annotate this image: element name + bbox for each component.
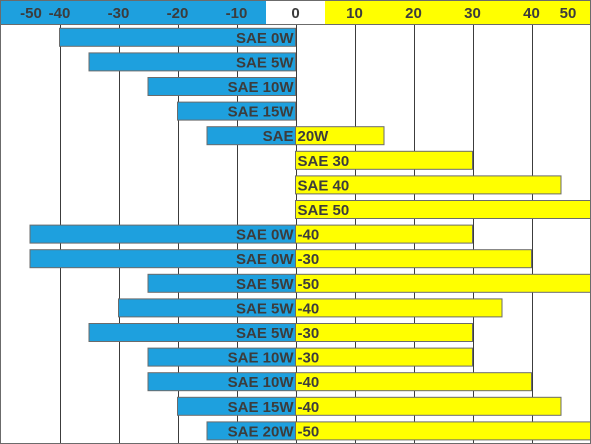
bar-row: SAE 5W -50	[147, 273, 591, 293]
x-tick-label: -10	[226, 5, 248, 22]
hot-bar-label: SAE 40	[298, 177, 350, 194]
hot-bar-label: SAE 30	[298, 153, 350, 170]
x-tick-label: -20	[167, 5, 189, 22]
hot-bar	[295, 372, 532, 392]
x-tick-label: -50	[20, 5, 42, 22]
bar-row: SAE 5W -30	[88, 323, 473, 342]
bar-row: SAE 30	[295, 150, 473, 170]
bar-row: SAE 0W	[59, 27, 296, 47]
bar-row: SAE 0W -40	[29, 224, 473, 244]
cold-bar	[59, 27, 296, 47]
hot-bar	[295, 126, 385, 146]
hot-bar-label: -40	[298, 399, 320, 416]
cold-bar-label: SAE	[263, 128, 294, 145]
hot-bar-label: SAE 50	[298, 202, 350, 219]
hot-bar-label: -30	[298, 350, 320, 367]
bar-row: SAE 0W -30	[29, 249, 532, 269]
cold-bar-label: SAE 10W	[228, 374, 295, 391]
cold-bar-label: SAE 0W	[236, 30, 294, 47]
header-hot-band	[325, 0, 591, 24]
header-zero-band	[266, 0, 325, 24]
bar-row: SAE 50	[295, 200, 591, 219]
cold-bar-label: SAE 5W	[236, 300, 294, 317]
x-tick-label: 50	[560, 5, 577, 22]
cold-bar-label: SAE 0W	[236, 251, 294, 268]
bar-row: SAE 5W -40	[118, 298, 503, 318]
hot-bar-label: -30	[298, 251, 320, 268]
x-tick-label: -30	[108, 5, 130, 22]
hot-bar	[295, 175, 562, 195]
cold-bar-label: SAE 5W	[236, 54, 294, 71]
bar-row: SAE 10W -40	[147, 372, 532, 392]
cold-bar-label: SAE 5W	[236, 276, 294, 293]
hot-bar-label: -40	[298, 374, 320, 391]
hot-bar	[295, 249, 532, 269]
bar-row: SAE 20W -50	[206, 421, 591, 441]
x-tick-label: -40	[49, 5, 71, 22]
hot-bar	[295, 347, 473, 367]
bar-row: SAE 15W	[177, 101, 296, 121]
hot-bar-label: -40	[298, 227, 320, 244]
x-tick-label: 40	[523, 5, 540, 22]
hot-bar	[295, 298, 503, 318]
x-tick-label: 20	[405, 5, 422, 22]
bar-row: SAE 10W -30	[147, 347, 473, 367]
x-tick-label: 10	[346, 5, 363, 22]
hot-bar	[295, 273, 591, 293]
hot-bar-label: -40	[298, 300, 320, 317]
hot-bar	[295, 150, 473, 170]
cold-bar-label: SAE 15W	[228, 399, 295, 416]
cold-bar-label: SAE 20W	[228, 423, 295, 440]
cold-bar-label: SAE 10W	[228, 350, 295, 367]
bar-row: SAE 40	[295, 175, 562, 195]
x-tick-label: 0	[291, 5, 299, 22]
bar-row: SAE 15W -40	[177, 396, 562, 416]
hot-bar-label: -30	[298, 325, 320, 342]
hot-bar	[295, 323, 473, 342]
bar-row: SAE 5W	[88, 52, 296, 72]
cold-bar-label: SAE 10W	[228, 79, 295, 96]
hot-bar	[295, 421, 591, 441]
hot-bar-label: 20W	[298, 128, 330, 145]
bar-row: SAE 10W	[147, 77, 296, 96]
cold-bar	[88, 52, 296, 72]
hot-bar-label: -50	[298, 423, 320, 440]
cold-bar-label: SAE 15W	[228, 104, 295, 121]
cold-bar	[147, 77, 296, 96]
bar-row: SAE 20W	[206, 126, 385, 146]
x-tick-label: 30	[464, 5, 481, 22]
cold-bar-label: SAE 0W	[236, 227, 294, 244]
cold-bar-label: SAE 5W	[236, 325, 294, 342]
hot-bar	[295, 396, 562, 416]
header-cold-band	[0, 0, 266, 24]
cold-bar	[177, 101, 296, 121]
temperature-axis-header: -50 -40 -30 -20 -10 0 10 20 30 40 50	[0, 0, 591, 25]
hot-bar	[295, 224, 473, 244]
hot-bar-label: -50	[298, 276, 320, 293]
